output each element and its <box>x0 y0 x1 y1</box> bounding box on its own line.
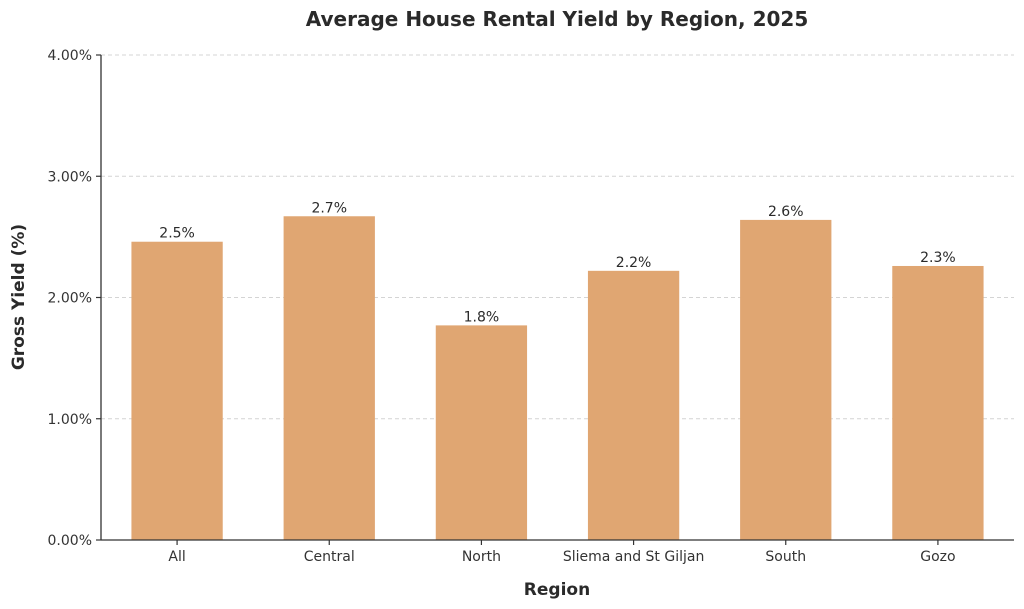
bar-data-label: 2.6% <box>768 204 804 220</box>
bar <box>131 241 223 540</box>
chart-title: Average House Rental Yield by Region, 20… <box>306 7 809 31</box>
bar-data-label: 2.2% <box>616 255 652 271</box>
bar <box>740 219 832 540</box>
y-tick-label: 3.00% <box>48 169 92 185</box>
bar-data-label: 2.7% <box>311 200 347 216</box>
x-tick-label: North <box>462 549 501 565</box>
bar-data-labels: 2.5% 2.7% 1.8% 2.2% 2.6% 2.3% <box>159 200 955 325</box>
y-tick-label: 2.00% <box>48 291 92 307</box>
x-tick-label: Gozo <box>920 549 955 565</box>
grid-lines <box>101 54 1014 420</box>
x-axis-label: Region <box>524 580 590 600</box>
y-tick-label: 0.00% <box>48 533 92 549</box>
y-axis-label: Gross Yield (%) <box>9 224 29 370</box>
bar-data-label: 2.5% <box>159 226 195 242</box>
bars <box>131 216 984 540</box>
bar <box>435 325 528 540</box>
x-tick-label: South <box>765 549 806 565</box>
y-axis-ticks: 0.00% 1.00% 2.00% 3.00% 4.00% <box>48 48 101 549</box>
y-tick-label: 1.00% <box>48 412 92 428</box>
bar <box>892 265 984 540</box>
x-tick-label: All <box>168 549 185 565</box>
x-tick-label: Sliema and St Giljan <box>563 549 705 565</box>
bar-data-label: 2.3% <box>920 250 956 266</box>
y-tick-label: 4.00% <box>48 48 92 64</box>
bar <box>283 216 375 540</box>
x-axis-ticks: All Central North Sliema and St Giljan South… <box>168 540 956 565</box>
bar-data-label: 1.8% <box>464 309 500 325</box>
bar <box>587 270 680 540</box>
x-tick-label: Central <box>304 549 355 565</box>
